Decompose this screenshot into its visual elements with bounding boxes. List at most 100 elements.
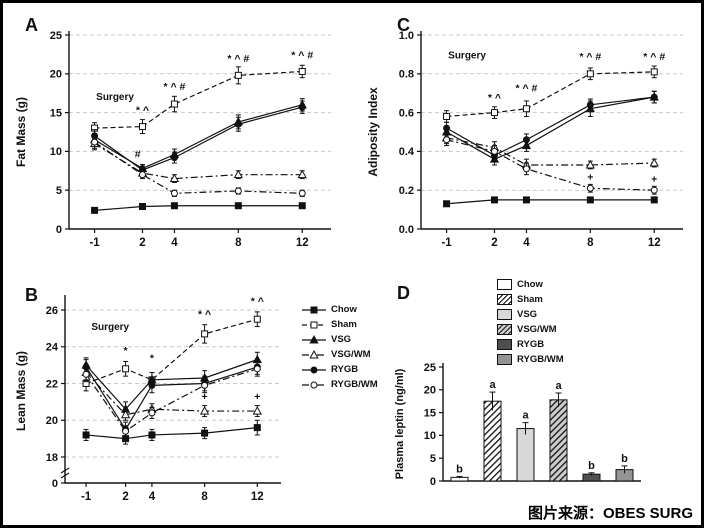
bar-chow: b — [450, 463, 469, 482]
legend-item-sham: Sham — [301, 317, 378, 332]
panel-adiposity-index: C 0.0 0.2 0.4 0.6 0.8 1.0 -1 2 4 8 12 Adiposity Ind… — [363, 9, 697, 267]
annotation: * ^ # — [579, 51, 601, 63]
svg-text:2: 2 — [122, 491, 128, 503]
series-chow — [91, 202, 306, 214]
svg-text:-1: -1 — [441, 237, 452, 249]
legend-item-rygb-wm: RYGB/WM — [301, 377, 378, 392]
svg-text:2: 2 — [491, 237, 497, 249]
panel-label-d: D — [397, 283, 410, 303]
series-rygb-wm — [82, 360, 261, 438]
svg-text:0.4: 0.4 — [399, 146, 415, 158]
annotation: + — [587, 172, 593, 184]
svg-text:0.2: 0.2 — [399, 185, 414, 197]
svg-text:-1: -1 — [81, 491, 92, 503]
svg-text:0: 0 — [56, 224, 62, 236]
annotation: * ^ # — [643, 51, 665, 63]
annotation: * — [150, 352, 155, 364]
legend-item-chow: Chow — [301, 302, 378, 317]
legend-label: RYGB — [331, 364, 359, 375]
series-vsg-wm — [81, 364, 262, 421]
svg-text:22: 22 — [46, 378, 58, 390]
svg-text:4: 4 — [171, 237, 178, 249]
legend-label: VSG — [331, 334, 352, 345]
significance-letter: b — [456, 463, 463, 475]
svg-text:26: 26 — [46, 305, 58, 317]
series-rygb-wm — [91, 135, 306, 197]
series-legend: Chow Sham VSG VSG/WM RYGB RYGB/WM — [301, 302, 378, 392]
annotation: * ^ — [198, 308, 211, 320]
series-sham — [91, 64, 306, 135]
annotation: + — [254, 391, 260, 403]
svg-text:0: 0 — [430, 476, 436, 488]
svg-text:20: 20 — [424, 385, 436, 397]
svg-text:12: 12 — [648, 237, 661, 249]
square-open-icon — [302, 321, 326, 328]
annotation: * ^ # — [515, 82, 537, 94]
svg-text:10: 10 — [424, 430, 436, 442]
legend-label: VSG/WM — [517, 324, 557, 335]
panel-plasma-leptin: D Chow Sham VSG VSG/WM RYGB RYGB/WM 0 5 10 15 20 2… — [389, 275, 697, 515]
svg-text:Fat Mass (g): Fat Mass (g) — [14, 97, 28, 167]
svg-text:20: 20 — [50, 69, 62, 81]
series-rygb — [443, 90, 658, 162]
legend-label: RYGB/WM — [517, 354, 564, 365]
bar-legend: Chow Sham VSG VSG/WM RYGB RYGB/WM — [497, 277, 564, 367]
legend-label: Chow — [517, 279, 543, 290]
svg-text:5: 5 — [430, 453, 436, 465]
svg-text:8: 8 — [235, 237, 242, 249]
bar-vsg-wm: a — [549, 380, 568, 482]
annotation: Surgery — [96, 92, 134, 103]
legend-label: RYGB/WM — [331, 379, 378, 390]
panel-label-a: A — [25, 15, 38, 35]
svg-text:18: 18 — [46, 452, 58, 464]
significance-letter: a — [522, 410, 529, 422]
svg-text:20: 20 — [46, 415, 58, 427]
svg-text:0.0: 0.0 — [399, 224, 414, 236]
series-sham — [443, 65, 658, 123]
fat-mass-chart: 0 5 10 15 20 25 -1 2 4 8 12 Fat Mass (g) Surgery* ^ *… — [14, 30, 331, 249]
legend-item-vsg: VSG — [301, 332, 378, 347]
triangle-filled-icon — [302, 334, 326, 343]
legend-label: RYGB — [517, 339, 545, 350]
annotation: Surgery — [91, 322, 129, 333]
panel-label-b: B — [25, 285, 38, 305]
svg-text:12: 12 — [251, 491, 264, 503]
svg-text:8: 8 — [587, 237, 594, 249]
svg-text:0: 0 — [52, 478, 58, 490]
bar-vsg: a — [516, 410, 535, 482]
svg-text:10: 10 — [50, 146, 62, 158]
svg-text:Adiposity Index: Adiposity Index — [366, 87, 380, 177]
svg-text:-1: -1 — [89, 237, 100, 249]
svg-text:25: 25 — [424, 362, 436, 374]
svg-text:25: 25 — [50, 30, 62, 42]
bar-rygb: b — [582, 460, 601, 482]
svg-text:Lean Mass (g): Lean Mass (g) — [14, 351, 28, 431]
legend-label: Sham — [331, 319, 357, 330]
swatch-darkgray — [497, 339, 512, 350]
panel-label-c: C — [397, 15, 410, 35]
svg-text:4: 4 — [523, 237, 530, 249]
svg-text:0.6: 0.6 — [399, 107, 414, 119]
annotation: + — [202, 391, 208, 403]
swatch-midgray — [497, 354, 512, 365]
square-filled-icon — [302, 306, 326, 313]
svg-text:4: 4 — [149, 491, 156, 503]
source-caption: 图片来源：OBES SURG — [527, 505, 693, 522]
bar-legend-item-vsg: VSG — [497, 307, 564, 322]
svg-text:5: 5 — [56, 185, 62, 197]
series-vsg — [441, 90, 659, 166]
annotation: * ^ — [251, 296, 264, 308]
annotation: * ^ — [136, 104, 149, 116]
significance-letter: b — [588, 460, 595, 472]
bar-legend-item-vsg-wm: VSG/WM — [497, 322, 564, 337]
svg-text:2: 2 — [139, 237, 145, 249]
annotation: # — [135, 149, 141, 161]
series-rygb-wm — [443, 133, 658, 195]
annotation: + — [651, 173, 657, 185]
svg-text:8: 8 — [201, 491, 208, 503]
swatch-hatch-gray — [497, 324, 512, 335]
legend-label: Sham — [517, 294, 543, 305]
plasma-leptin-chart: 0 5 10 15 20 25 Plasma leptin (ng/ml) b a a a b b — [394, 362, 641, 488]
adiposity-index-chart: 0.0 0.2 0.4 0.6 0.8 1.0 -1 2 4 8 12 Adiposity Index… — [366, 30, 683, 249]
